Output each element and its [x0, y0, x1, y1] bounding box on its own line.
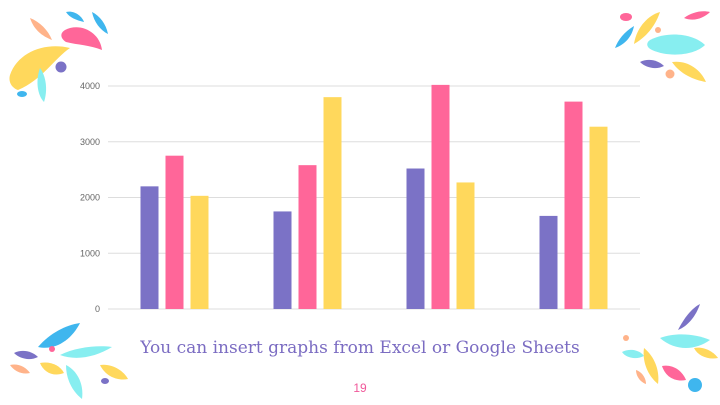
bar-group-4-series-1	[539, 215, 558, 309]
bar-group-2-series-3	[323, 97, 342, 310]
chart-caption: You can insert graphs from Excel or Goog…	[140, 338, 580, 358]
bar-group-1-series-3	[190, 195, 209, 309]
bar-group-4-series-2	[564, 101, 583, 309]
y-tick-label: 1000	[80, 248, 100, 258]
paint-splash-top-left-decoration	[9, 11, 108, 102]
bar-group-2-series-1	[273, 211, 292, 309]
paint-splash-top-right-decoration	[615, 11, 710, 82]
bar-group-1-series-1	[140, 186, 159, 309]
page-number: 19	[353, 381, 367, 395]
paint-splash-bottom-left-decoration	[10, 323, 128, 399]
y-tick-label: 2000	[80, 193, 100, 203]
bar-group-2-series-2	[298, 165, 317, 309]
bar-group-1-series-2	[165, 155, 184, 309]
y-tick-label: 0	[95, 304, 100, 314]
y-tick-label: 4000	[80, 81, 100, 91]
bar-group-3-series-1	[406, 168, 425, 309]
bar-group-3-series-2	[431, 84, 450, 309]
y-tick-label: 3000	[80, 137, 100, 147]
bar-group-3-series-3	[456, 182, 475, 309]
paint-splash-bottom-right-decoration	[622, 304, 718, 392]
bar-group-4-series-3	[589, 126, 608, 309]
